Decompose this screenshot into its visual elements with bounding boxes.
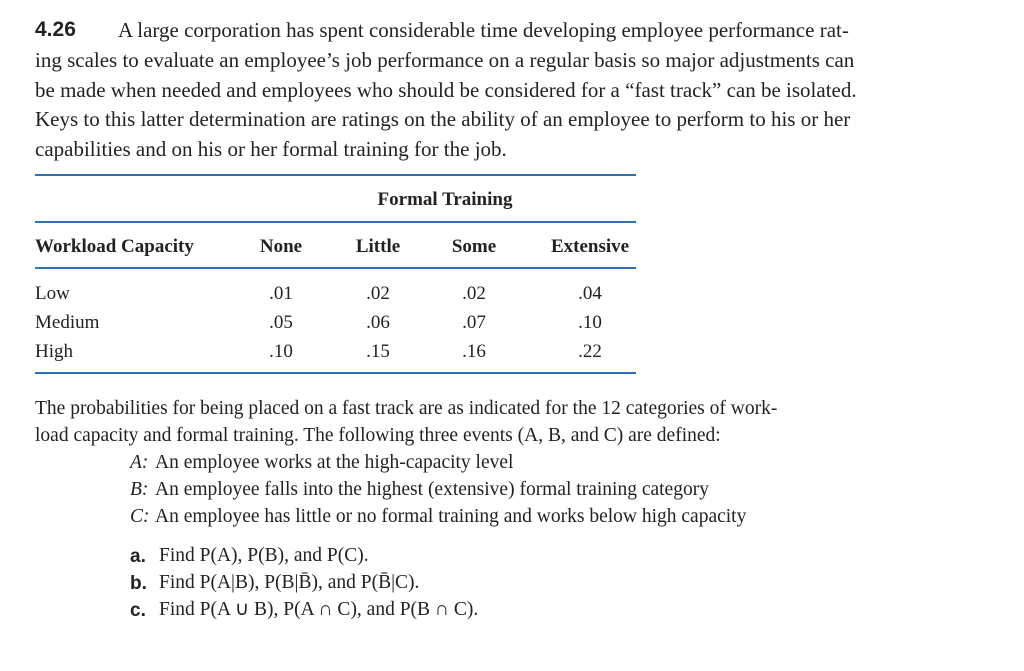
paragraph-line: A large corporation has spent considerab… [118, 18, 849, 42]
table-cell: .07 [462, 312, 486, 333]
event-text: An employee has little or no formal trai… [155, 506, 747, 527]
event-label: B: [130, 479, 149, 500]
paragraph-line: Keys to this latter determination are ra… [35, 107, 851, 132]
paragraph-line: capabilities and on his or her formal tr… [35, 137, 507, 162]
table-cell: .04 [578, 283, 602, 304]
problem-number: 4.26 [35, 18, 76, 41]
table-rule [35, 267, 636, 269]
row-label: Low [35, 283, 70, 304]
table-cell: .02 [366, 283, 390, 304]
paragraph-line: be made when needed and employees who sh… [35, 77, 857, 102]
table-cell: .06 [366, 312, 390, 333]
part-text: Find P(A), P(B), and P(C). [159, 545, 369, 566]
column-header: Extensive [550, 236, 630, 257]
column-header: Some [451, 236, 497, 257]
row-label: High [35, 341, 73, 362]
column-header: Workload Capacity [35, 236, 194, 257]
table-cell: .15 [366, 341, 390, 362]
group-header: Formal Training [377, 189, 513, 210]
part-text: Find P(A ∪ B), P(A ∩ C), and P(B ∩ C). [159, 599, 479, 620]
event-text: An employee works at the high-capacity l… [155, 452, 514, 473]
table-cell: .10 [269, 341, 293, 362]
part-text: Find P(A|B), P(B|B̄), and P(B̄|C). [159, 572, 420, 593]
table-cell: .10 [578, 312, 602, 333]
table-rule [35, 221, 636, 223]
table-rule [35, 174, 636, 176]
event-text: An employee falls into the highest (exte… [155, 479, 709, 500]
table-cell: .22 [578, 341, 602, 362]
table-rule [35, 372, 636, 374]
table-cell: .01 [269, 283, 293, 304]
paragraph-line: load capacity and formal training. The f… [35, 425, 721, 446]
paragraph-line: ing scales to evaluate an employee’s job… [35, 47, 855, 72]
table-cell: .16 [462, 341, 486, 362]
column-header: Little [355, 236, 401, 257]
table-cell: .02 [462, 283, 486, 304]
part-label: a. [130, 546, 146, 567]
event-label: A: [130, 452, 149, 473]
part-label: b. [130, 573, 147, 594]
column-header: None [259, 236, 303, 257]
paragraph-line: The probabilities for being placed on a … [35, 398, 778, 419]
table-cell: .05 [269, 312, 293, 333]
row-label: Medium [35, 312, 100, 333]
part-label: c. [130, 600, 146, 621]
event-label: C: [130, 506, 150, 527]
